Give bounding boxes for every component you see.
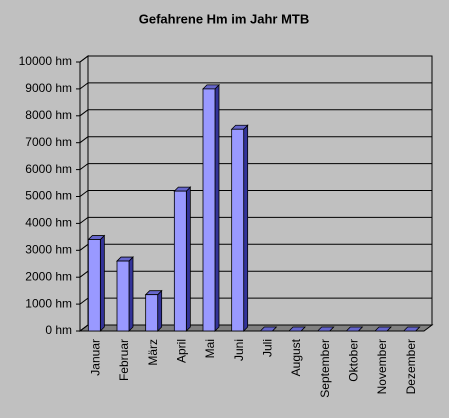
bar	[116, 260, 130, 332]
y-tick-label: 10000 hm	[19, 54, 72, 68]
grid-line-side	[79, 297, 89, 305]
y-tick-label: 7000 hm	[25, 135, 72, 149]
y-tick-label: 3000 hm	[25, 242, 72, 256]
grid-line-side	[79, 324, 89, 332]
grid-line-side	[79, 243, 89, 251]
grid-line-side	[79, 216, 89, 224]
bar	[87, 239, 101, 332]
bar-side	[99, 234, 105, 332]
bar-side	[128, 256, 134, 332]
x-tick-label: Januar	[89, 339, 103, 376]
x-tick-label: April	[175, 339, 189, 363]
bar-side	[214, 83, 220, 332]
x-tick-label: Oktober	[347, 339, 361, 382]
grid-line-side	[79, 55, 89, 63]
x-tick-label: Februar	[117, 339, 131, 381]
y-tick-label: 5000 hm	[25, 189, 72, 203]
bar-top	[288, 326, 306, 332]
bar-side	[157, 289, 163, 332]
grid-line-side	[79, 270, 89, 278]
x-tick-label: Mai	[203, 339, 217, 358]
y-tick-label: 2000 hm	[25, 269, 72, 283]
grid-line-side	[79, 109, 89, 117]
x-tick-label: Dezember	[404, 339, 418, 394]
bar	[173, 190, 187, 332]
grid-line-side	[79, 163, 89, 171]
bar-side	[243, 124, 249, 332]
grid-line-side	[79, 82, 89, 90]
x-tick-label: März	[146, 339, 160, 366]
y-tick-label: 6000 hm	[25, 162, 72, 176]
bar-top	[345, 326, 364, 332]
y-tick-label: 1000 hm	[25, 296, 72, 310]
x-tick-label: August	[289, 338, 303, 376]
bar	[202, 88, 216, 332]
bar-side	[185, 186, 191, 332]
grid-line-side	[79, 190, 89, 197]
x-tick-label: Juli	[261, 339, 275, 357]
chart-title: Gefahrene Hm im Jahr MTB	[139, 11, 310, 26]
bar-top	[374, 326, 392, 332]
bar-top	[316, 326, 335, 332]
bar	[231, 128, 245, 332]
y-tick-label: 9000 hm	[25, 81, 72, 95]
y-tick-label: 0 hm	[45, 323, 72, 337]
grid-line-side	[79, 136, 89, 144]
y-tick-label: 8000 hm	[25, 108, 72, 122]
bar-top	[402, 326, 421, 332]
x-tick-label: September	[318, 339, 332, 398]
bar-top	[259, 326, 278, 332]
x-tick-label: Juni	[232, 339, 246, 361]
bar	[145, 294, 159, 332]
y-tick-label: 4000 hm	[25, 216, 72, 230]
x-tick-label: November	[375, 339, 389, 394]
